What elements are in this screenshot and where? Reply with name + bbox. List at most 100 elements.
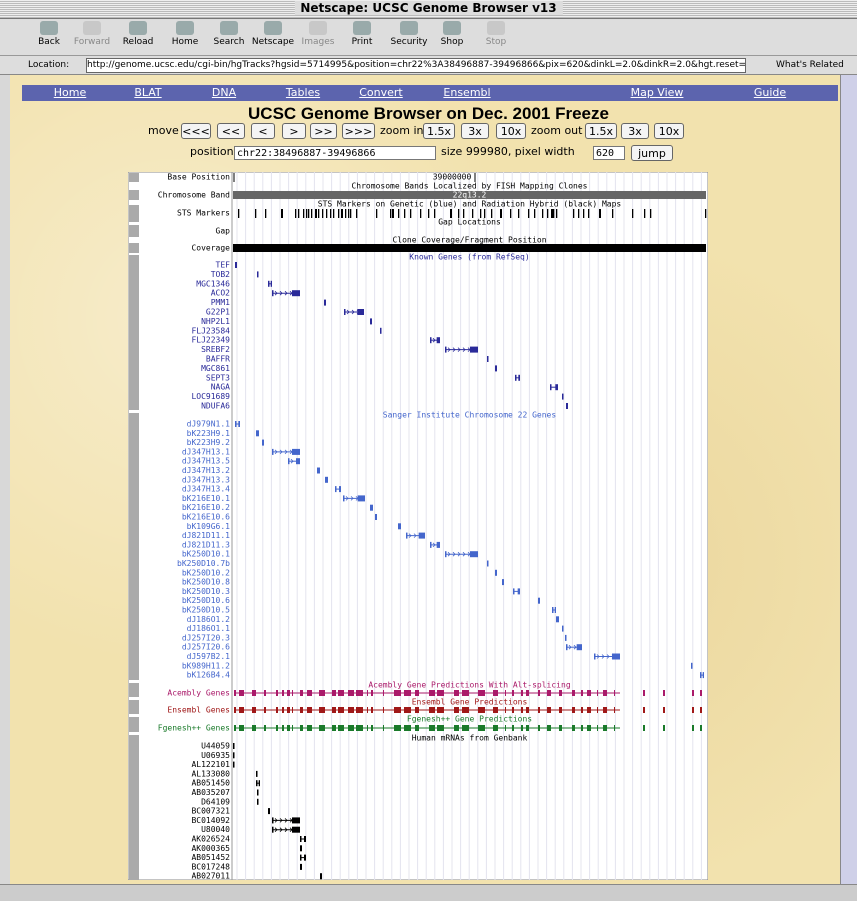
- gene-exon: [700, 672, 702, 679]
- gene-exon: [256, 780, 258, 787]
- prediction-exon: [415, 707, 419, 713]
- prediction-exon: [614, 690, 615, 696]
- nav-link[interactable]: Convert: [359, 86, 403, 99]
- sts-marker: [450, 209, 452, 218]
- gene-exon: [554, 607, 556, 613]
- sts-marker: [311, 209, 313, 218]
- toolbar-button[interactable]: Forward: [73, 37, 111, 47]
- button[interactable]: 1.5x: [423, 123, 455, 139]
- gene-exon: [594, 653, 596, 660]
- prediction-exon: [581, 725, 583, 731]
- gene-arrow: [452, 347, 456, 352]
- prediction-exon: [700, 707, 702, 713]
- nav-link[interactable]: Ensembl: [443, 86, 491, 99]
- button[interactable]: >>: [310, 123, 337, 139]
- track-label: Coverage: [191, 244, 230, 253]
- gene-exon: [552, 607, 554, 613]
- gene-exon: [517, 588, 520, 595]
- pixel-width-input[interactable]: 620: [593, 146, 625, 160]
- prediction-exon: [319, 690, 325, 696]
- prediction-exon: [581, 690, 583, 696]
- gene-glyph: [398, 523, 401, 530]
- gene-exon: [272, 826, 274, 833]
- toolbar-button[interactable]: Home: [171, 37, 199, 47]
- sts-marker: [500, 209, 502, 218]
- prediction-exon: [478, 690, 485, 696]
- prediction-exon: [462, 707, 469, 713]
- gene-arrow: [279, 290, 283, 296]
- window-title: Netscape: UCSC Genome Browser v13: [294, 1, 563, 15]
- gene-glyph: [233, 743, 235, 749]
- prediction-exon: [526, 690, 529, 696]
- nav-link[interactable]: Guide: [753, 86, 787, 99]
- sts-marker: [398, 209, 400, 218]
- prediction-exon: [572, 725, 575, 731]
- position-input[interactable]: chr22:38496887-39496866: [234, 146, 436, 160]
- toolbar-button[interactable]: Back: [38, 37, 60, 47]
- prediction-exon: [383, 690, 384, 696]
- toolbar-button[interactable]: Stop: [485, 37, 507, 47]
- nav-bar: Home BLAT DNA Tables Convert Ensembl Map View G…: [22, 85, 838, 101]
- prediction-exon: [234, 725, 236, 731]
- track-label: FLJ23584: [191, 326, 230, 335]
- button[interactable]: 3x: [621, 123, 649, 139]
- toolbar-button[interactable]: Reload: [122, 37, 154, 47]
- gene-exon: [343, 495, 345, 502]
- track-label: BC007321: [191, 807, 230, 816]
- prediction-exon: [404, 690, 411, 696]
- track-label: bK109G6.1: [187, 522, 231, 531]
- track-label: dJ347H13.1: [182, 447, 230, 456]
- prediction-exon: [603, 690, 607, 696]
- nav-link[interactable]: BLAT: [134, 86, 162, 99]
- toolbar-button[interactable]: Search: [213, 37, 245, 47]
- status-bar: [0, 884, 857, 901]
- gene-arrow: [573, 644, 577, 650]
- toolbar-button[interactable]: Shop: [440, 37, 464, 47]
- nav-link[interactable]: Home: [53, 86, 87, 99]
- button[interactable]: >>>: [342, 123, 375, 139]
- control-label: size 999980, pixel width: [441, 145, 575, 158]
- gene-exon: [344, 309, 346, 315]
- prediction-exon: [356, 707, 363, 713]
- prediction-exon: [643, 707, 645, 713]
- prediction-exon: [367, 725, 368, 731]
- url-field[interactable]: http://genome.ucsc.edu/cgi-bin/hgTracks?…: [86, 58, 746, 73]
- gene-glyph: [317, 467, 320, 474]
- gene-exon: [436, 337, 440, 344]
- toolbar-button[interactable]: Print: [351, 37, 373, 47]
- sts-marker: [542, 209, 544, 218]
- button[interactable]: 3x: [461, 123, 489, 139]
- nav-link[interactable]: Tables: [285, 86, 321, 99]
- toolbar-button[interactable]: Images: [301, 37, 335, 47]
- toolbar-button[interactable]: Security: [390, 37, 428, 47]
- track-label: dJ257I20.6: [182, 643, 230, 652]
- prediction-exon: [700, 690, 702, 696]
- gene-exon: [235, 421, 237, 427]
- nav-link[interactable]: Map View: [630, 86, 684, 99]
- button[interactable]: 10x: [496, 123, 526, 139]
- whats-related[interactable]: What's Related: [776, 60, 844, 70]
- toolbar-icon: [220, 21, 238, 35]
- gene-arrow: [408, 533, 412, 538]
- button[interactable]: 10x: [654, 123, 684, 139]
- button[interactable]: <: [251, 123, 275, 139]
- scrollbar[interactable]: [840, 75, 857, 884]
- button[interactable]: 1.5x: [585, 123, 617, 139]
- gene-exon: [339, 486, 341, 493]
- button[interactable]: <<<: [181, 123, 211, 139]
- button[interactable]: >: [282, 123, 306, 139]
- prediction-exon: [356, 725, 363, 731]
- track-label: G22P1: [206, 308, 230, 317]
- track-label: dJ347H13.4: [182, 485, 230, 494]
- track-label: SEPT3: [206, 373, 230, 382]
- prediction-exon: [307, 725, 312, 731]
- track-title: Ensembl Gene Predictions: [412, 698, 528, 707]
- button[interactable]: jump: [631, 145, 673, 161]
- button[interactable]: <<: [217, 123, 245, 139]
- prediction-exon: [252, 690, 256, 696]
- track-label: dJ821D11.3: [182, 540, 230, 549]
- toolbar-button[interactable]: Netscape: [251, 37, 295, 47]
- sts-marker: [330, 209, 332, 218]
- nav-link[interactable]: DNA: [211, 86, 237, 99]
- gene-arrow: [279, 449, 283, 455]
